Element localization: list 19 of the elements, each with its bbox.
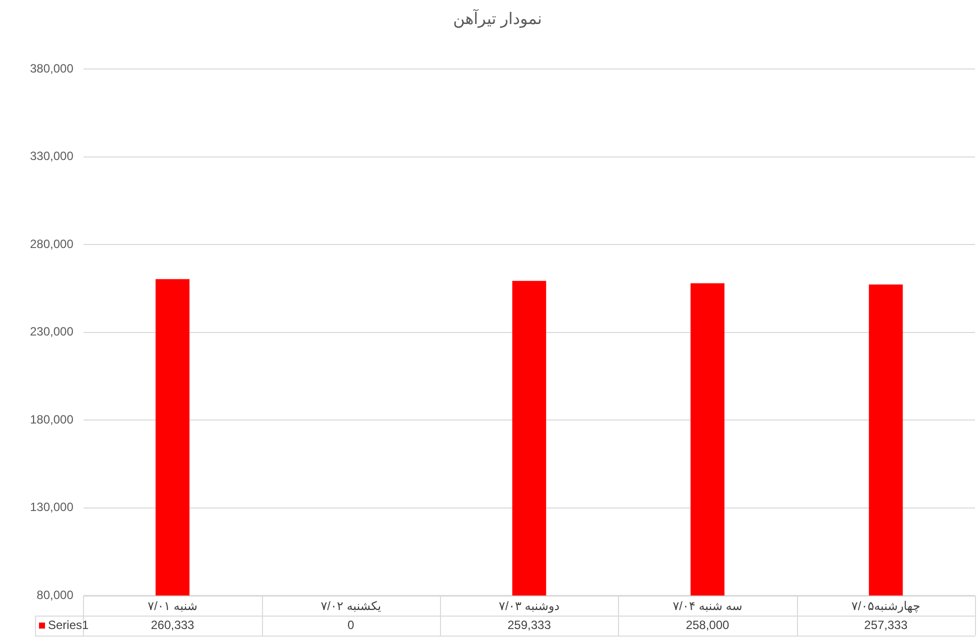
x-tick-label: سه شنبه ۷/۰۴ bbox=[672, 599, 742, 614]
chart-title: نمودار تیرآهن bbox=[453, 8, 542, 28]
text: 0 bbox=[348, 618, 354, 632]
data-label: 259,333 bbox=[507, 618, 552, 632]
data-label: 260,333 bbox=[150, 618, 195, 632]
x-tick-label: شنبه ۷/۰۱ bbox=[148, 599, 198, 614]
data-label: 258,000 bbox=[686, 618, 730, 632]
y-tick-label: 230,000 bbox=[30, 324, 74, 339]
y-tick-label: 330,000 bbox=[30, 149, 74, 164]
x-tick-label: دوشنبه ۷/۰۳ bbox=[498, 599, 560, 614]
legend-label: Series1 bbox=[48, 618, 90, 632]
x-tick-label: چهارشنبه۷/۰۵ bbox=[851, 599, 920, 614]
x-tick-label: یکشنبه ۷/۰۲ bbox=[320, 599, 382, 614]
y-tick-label: 80,000 bbox=[36, 588, 74, 602]
y-tick-label: 280,000 bbox=[30, 236, 74, 251]
data-label: 257,333 bbox=[864, 618, 908, 632]
y-tick-label: 380,000 bbox=[30, 62, 74, 76]
y-tick-label: 180,000 bbox=[30, 412, 74, 426]
y-tick-label: 130,000 bbox=[30, 500, 74, 514]
